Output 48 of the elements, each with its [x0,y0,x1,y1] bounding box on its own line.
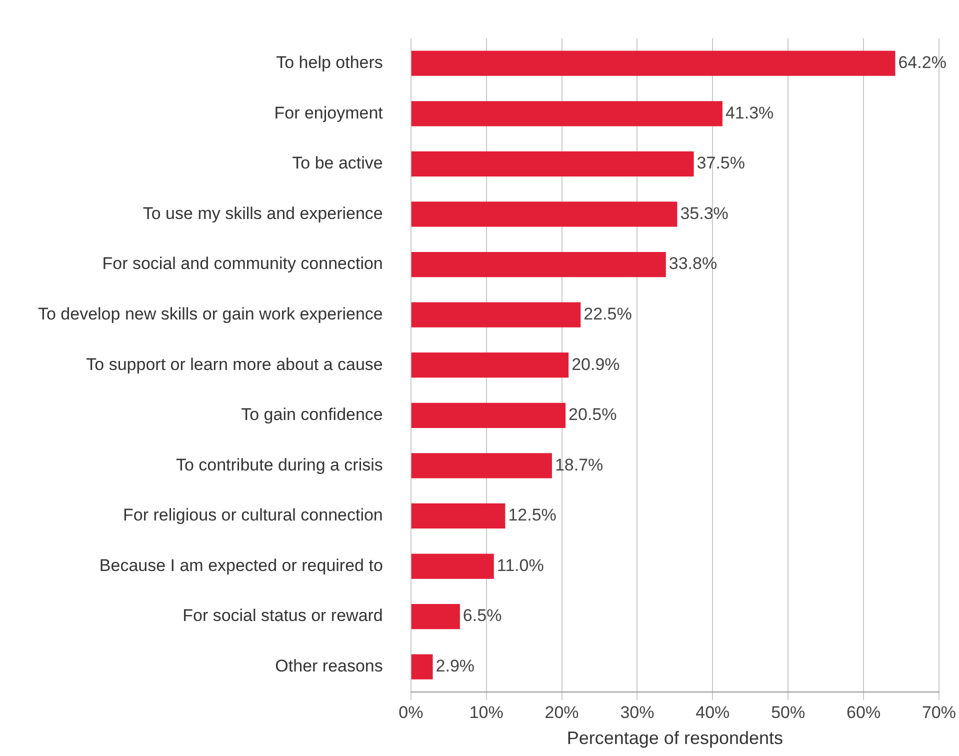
bar [411,50,896,76]
data-label: 20.9% [572,354,620,374]
bar [411,151,694,177]
bar [411,202,678,227]
data-label: 22.5% [584,304,632,324]
data-label: 18.7% [554,455,604,474]
bar [411,101,722,126]
x-axis-title: Percentage of respondents [566,728,784,748]
y-tick-label: To support or learn more about a cause [86,354,383,374]
x-tick-label: 20% [544,702,579,722]
y-tick-label: Because I am expected or required to [99,556,383,575]
bar [411,302,581,328]
bar [411,352,569,378]
x-tick-label: 10% [469,702,504,722]
data-label: 11.0% [496,556,544,575]
y-tick-label: To help others [276,53,383,72]
bar [411,604,460,630]
x-tick-label: 40% [696,702,730,722]
data-label: 37.5% [696,154,746,173]
x-tick-label: 50% [771,702,806,722]
bar [411,554,494,579]
y-tick-label: To contribute during a crisis [176,455,383,474]
data-label: 20.5% [568,405,617,424]
y-tick-label: For enjoyment [274,103,384,122]
x-tick-label: 70% [922,702,956,722]
data-label: 35.3% [680,204,728,223]
bar [411,654,433,680]
bar [411,453,552,478]
x-tick-label: 30% [620,702,654,722]
y-tick-label: To be active [292,154,383,173]
x-tick-label: 0% [398,702,424,722]
bar [411,252,666,278]
y-tick-label: For social and community connection [102,254,383,274]
data-label: 6.5% [462,606,502,626]
data-label: 64.2% [898,53,946,72]
data-label: 2.9% [436,656,475,676]
y-tick-label: For religious or cultural connection [123,506,383,525]
data-label: 41.3% [725,103,774,122]
x-tick-label: 60% [846,702,881,722]
y-tick-label: To gain confidence [241,405,383,424]
bar [411,503,506,529]
y-tick-label: Other reasons [275,656,383,676]
y-tick-label: To develop new skills or gain work experience [38,304,383,324]
data-label: 33.8% [668,254,718,274]
y-tick-label: For social status or reward [182,606,383,626]
bar [411,402,566,428]
y-tick-label: To use my skills and experience [142,204,383,223]
data-label: 12.5% [508,506,556,525]
